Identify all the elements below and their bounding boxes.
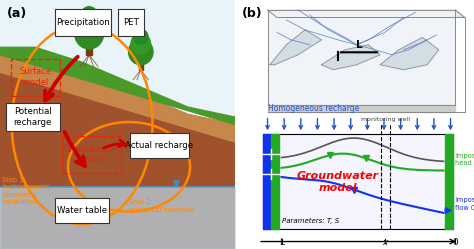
Text: Actual recharge: Actual recharge: [126, 141, 193, 150]
Text: x: x: [382, 238, 388, 247]
Bar: [445, 134, 453, 229]
FancyBboxPatch shape: [239, 0, 474, 249]
Polygon shape: [267, 105, 455, 112]
Polygon shape: [321, 45, 380, 70]
Polygon shape: [270, 30, 321, 65]
FancyBboxPatch shape: [118, 9, 144, 36]
Text: (b): (b): [242, 7, 262, 20]
Text: Groundwater
model: Groundwater model: [64, 145, 119, 164]
Bar: [86, 41, 92, 55]
Text: Imposed
flow Q(t): Imposed flow Q(t): [455, 197, 474, 211]
Polygon shape: [0, 47, 235, 124]
Circle shape: [75, 18, 104, 49]
Text: L: L: [356, 40, 362, 50]
FancyBboxPatch shape: [0, 0, 235, 249]
Bar: [271, 134, 279, 229]
FancyBboxPatch shape: [6, 103, 60, 131]
Circle shape: [131, 33, 151, 54]
Bar: [138, 58, 143, 70]
Text: monitoring well: monitoring well: [361, 117, 410, 122]
FancyBboxPatch shape: [130, 133, 189, 158]
Bar: [263, 134, 271, 229]
Text: (a): (a): [7, 7, 27, 20]
Polygon shape: [267, 10, 465, 17]
Text: Homogeneous recharge: Homogeneous recharge: [267, 104, 359, 113]
Text: Water table: Water table: [57, 206, 107, 215]
Polygon shape: [267, 10, 455, 105]
Text: 0: 0: [452, 238, 458, 247]
FancyBboxPatch shape: [55, 9, 111, 36]
Text: Surface
model: Surface model: [19, 67, 51, 87]
Polygon shape: [0, 55, 235, 249]
Text: Precipitation: Precipitation: [56, 18, 110, 27]
Circle shape: [81, 7, 98, 25]
FancyBboxPatch shape: [55, 198, 109, 223]
Polygon shape: [0, 55, 235, 142]
Text: Potential
recharge: Potential recharge: [14, 107, 52, 127]
Polygon shape: [380, 37, 439, 70]
Text: Groundwater
model: Groundwater model: [297, 171, 379, 192]
Circle shape: [134, 29, 148, 44]
Circle shape: [128, 39, 153, 65]
FancyBboxPatch shape: [263, 134, 453, 229]
Text: Parameters: T, S: Parameters: T, S: [282, 218, 339, 224]
Text: Step 1:
hydrodynamic
parameter
calibration: Step 1: hydrodynamic parameter calibrati…: [2, 177, 50, 205]
Text: L: L: [279, 238, 284, 247]
Text: PET: PET: [123, 18, 139, 27]
Circle shape: [78, 12, 101, 36]
Text: Step 2:
analytical inversion: Step 2: analytical inversion: [129, 199, 194, 213]
Text: Imposed
head h₀: Imposed head h₀: [455, 153, 474, 166]
